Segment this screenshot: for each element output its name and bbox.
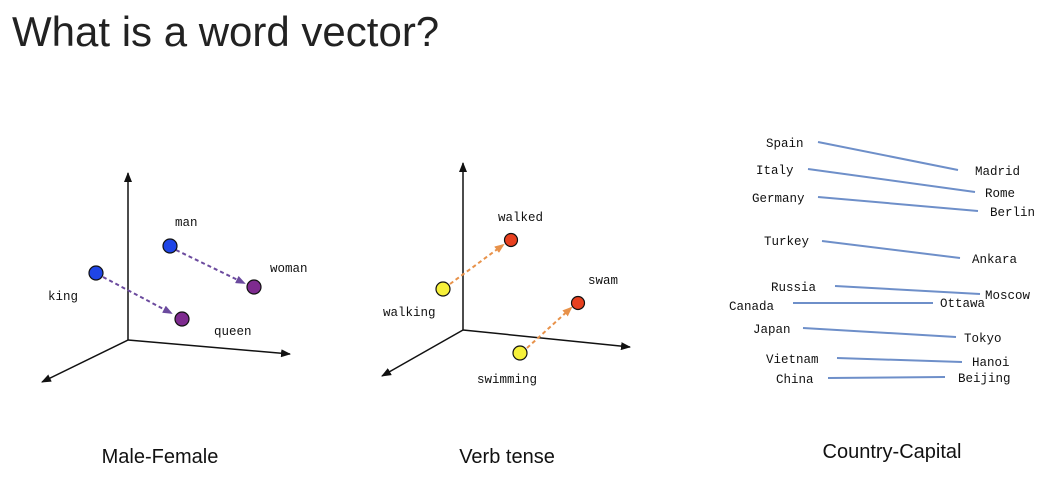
capital-tokyo: Tokyo [964,332,1002,346]
point-swam [570,295,586,311]
link-russia-moscow [834,285,981,295]
caption-male-female: Male-Female [102,446,219,468]
label-swimming: swimming [477,373,537,387]
panel-male-female: man woman king queen Male-Female [41,172,308,468]
label-king: king [48,290,78,304]
point-walked [503,232,519,248]
walking-walked-arrow [449,243,505,285]
link-turkey-ankara [821,240,961,259]
caption-country-capital: Country-Capital [823,441,962,463]
country-italy: Italy [756,164,794,178]
point-king [88,265,104,281]
country-russia: Russia [771,281,817,295]
page-title: What is a word vector? [12,8,440,55]
capital-rome: Rome [985,187,1015,201]
country-spain: Spain [766,137,804,151]
capital-madrid: Madrid [975,165,1020,179]
point-swimming [512,345,528,361]
capital-ankara: Ankara [972,253,1018,267]
link-china-beijing [827,376,946,379]
man-woman-arrow [175,249,246,284]
capital-hanoi: Hanoi [972,356,1010,370]
caption-verb-tense: Verb tense [459,446,555,468]
point-man [162,238,178,254]
point-queen [174,311,190,327]
label-walked: walked [498,211,543,225]
capital-beijing: Beijing [958,372,1011,386]
axis-depth [381,329,464,377]
capital-ottawa: Ottawa [940,297,986,311]
link-vietnam-hanoi [836,357,963,363]
label-woman: woman [270,262,308,276]
country-turkey: Turkey [764,235,810,249]
link-italy-rome [807,168,976,193]
country-germany: Germany [752,192,805,206]
king-queen-arrow [102,276,173,314]
axis-horizontal [127,339,291,358]
axis-horizontal [462,329,631,351]
capital-moscow: Moscow [985,289,1031,303]
point-walking [435,281,451,297]
link-germany-berlin [817,196,979,212]
country-japan: Japan [753,323,791,337]
country-vietnam: Vietnam [766,353,819,367]
label-man: man [175,216,198,230]
axis-depth [41,339,129,383]
panel-verb-tense: walked walking swam swimming Verb tense [381,162,631,468]
link-spain-madrid [817,141,959,171]
label-queen: queen [214,325,252,339]
label-walking: walking [383,306,436,320]
swimming-swam-arrow [526,306,573,349]
country-china: China [776,373,814,387]
point-woman [246,279,262,295]
link-japan-tokyo [802,327,957,338]
capital-berlin: Berlin [990,206,1035,220]
label-swam: swam [588,274,618,288]
country-canada: Canada [729,300,775,314]
panel-country-capital: Spain Madrid Italy Rome Germany Berlin T… [729,137,1035,463]
